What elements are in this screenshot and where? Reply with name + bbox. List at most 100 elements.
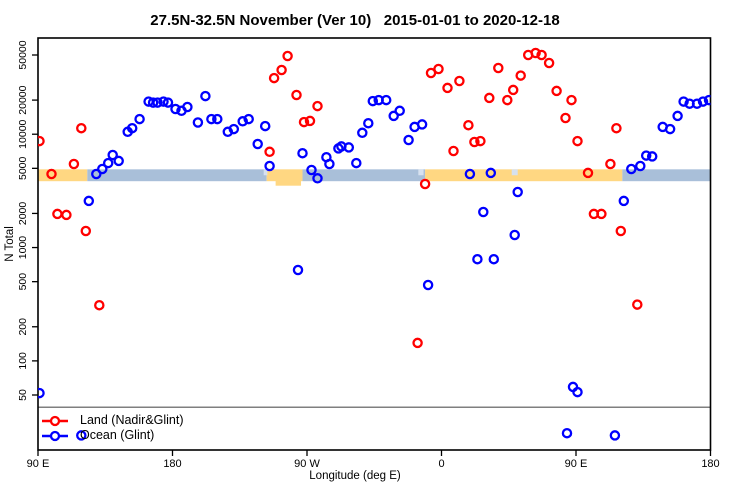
- data-point-land: [484, 92, 495, 104]
- data-point-land: [419, 178, 431, 190]
- y-tick-label: 200: [17, 318, 29, 336]
- data-point-ocean: [182, 101, 193, 113]
- data-point-land: [572, 135, 583, 147]
- data-point-ocean: [422, 279, 434, 291]
- data-point-land: [264, 146, 275, 158]
- data-point-ocean: [626, 163, 637, 175]
- data-point-ocean: [38, 387, 45, 399]
- band-segment-land: [266, 169, 303, 182]
- data-point-land: [80, 225, 92, 237]
- y-tick-label: 500: [17, 273, 29, 291]
- data-point-land: [52, 208, 63, 220]
- data-point-ocean: [126, 122, 138, 134]
- y-tick-label: 10000: [17, 119, 29, 148]
- data-point-land: [543, 57, 555, 69]
- data-point-ocean: [697, 96, 709, 107]
- data-point-land: [596, 208, 607, 220]
- data-point-ocean: [162, 97, 174, 108]
- data-point-ocean: [259, 120, 271, 132]
- data-point-ocean: [97, 163, 108, 175]
- data-point-ocean: [102, 157, 114, 169]
- data-point-ocean: [297, 147, 308, 159]
- legend-item-land: Land (Nadir&Glint): [41, 413, 184, 428]
- data-point-ocean: [561, 427, 573, 439]
- data-point-ocean: [292, 264, 304, 276]
- y-tick-label: 50: [17, 389, 29, 401]
- legend-ocean-label: Ocean (Glint): [80, 428, 155, 442]
- data-point-land: [304, 115, 316, 127]
- data-point-ocean: [380, 94, 392, 106]
- data-point-land: [276, 64, 287, 76]
- data-point-land: [530, 47, 541, 59]
- data-point-ocean: [170, 103, 181, 115]
- data-point-land: [282, 50, 293, 62]
- data-point-land: [68, 158, 80, 170]
- data-point-land: [463, 119, 474, 131]
- data-point-ocean: [158, 96, 169, 107]
- data-point-land: [560, 112, 571, 124]
- data-point-ocean: [351, 157, 362, 169]
- y-tick-label: 20000: [17, 85, 29, 114]
- data-point-land: [582, 167, 594, 179]
- data-point-ocean: [243, 113, 254, 125]
- data-point-land: [615, 225, 627, 237]
- y-tick-label: 2000: [17, 202, 29, 226]
- x-axis-title: Longitude (deg E): [309, 470, 401, 482]
- data-point-land: [536, 49, 547, 61]
- data-point-ocean: [134, 113, 145, 125]
- data-point-ocean: [635, 160, 646, 172]
- legend-item-ocean: Ocean (Glint): [41, 428, 184, 443]
- y-tick-label: 50000: [17, 40, 29, 69]
- data-point-ocean: [192, 117, 204, 128]
- data-point-ocean: [678, 96, 689, 107]
- band-coast-mark: [418, 169, 424, 176]
- data-point-ocean: [83, 195, 95, 207]
- y-tick-label: 100: [17, 352, 29, 370]
- chart-title: 27.5N-32.5N November (Ver 10) 2015-01-01…: [150, 12, 560, 29]
- legend-ocean-marker-icon: [42, 430, 68, 441]
- band-segment-ocean: [302, 169, 426, 182]
- data-point-ocean: [206, 113, 217, 125]
- x-tick-label: 90 W: [294, 458, 320, 470]
- y-axis-title: N Total: [4, 226, 16, 262]
- band-coast-mark: [511, 169, 518, 176]
- data-point-ocean: [237, 116, 248, 127]
- x-tick-label: 0: [438, 458, 444, 470]
- data-point-ocean: [200, 90, 211, 102]
- data-point-land: [611, 122, 622, 134]
- data-point-ocean: [618, 195, 630, 207]
- data-point-ocean: [664, 123, 676, 135]
- data-point-ocean: [388, 110, 399, 122]
- data-point-land: [46, 168, 57, 180]
- data-point-ocean: [228, 123, 240, 135]
- plot-border: [37, 37, 712, 451]
- data-point-ocean: [324, 158, 335, 170]
- data-point-land: [433, 63, 444, 75]
- data-point-land: [312, 100, 323, 112]
- data-points-layer: [38, 47, 711, 441]
- data-point-ocean: [152, 97, 163, 108]
- band-segment-land: [425, 169, 623, 182]
- data-point-ocean: [306, 164, 317, 176]
- data-point-land: [448, 145, 459, 157]
- x-tick-label: 90 E: [565, 458, 588, 470]
- legend-land-marker-icon: [42, 415, 68, 426]
- data-point-land: [76, 122, 87, 134]
- data-point-ocean: [264, 160, 275, 172]
- data-point-ocean: [512, 186, 523, 198]
- data-point-land: [38, 135, 45, 147]
- data-point-land: [412, 337, 423, 349]
- data-point-ocean: [646, 151, 658, 162]
- data-point-ocean: [212, 113, 223, 125]
- data-point-ocean: [485, 167, 497, 179]
- band-segment-ocean: [622, 169, 711, 182]
- data-point-ocean: [488, 253, 500, 265]
- data-point-land: [605, 158, 616, 170]
- data-point-ocean: [367, 95, 379, 107]
- data-point-ocean: [113, 155, 124, 167]
- data-point-land: [469, 136, 480, 148]
- data-point-ocean: [509, 229, 520, 241]
- x-tick-label: 180: [163, 458, 181, 470]
